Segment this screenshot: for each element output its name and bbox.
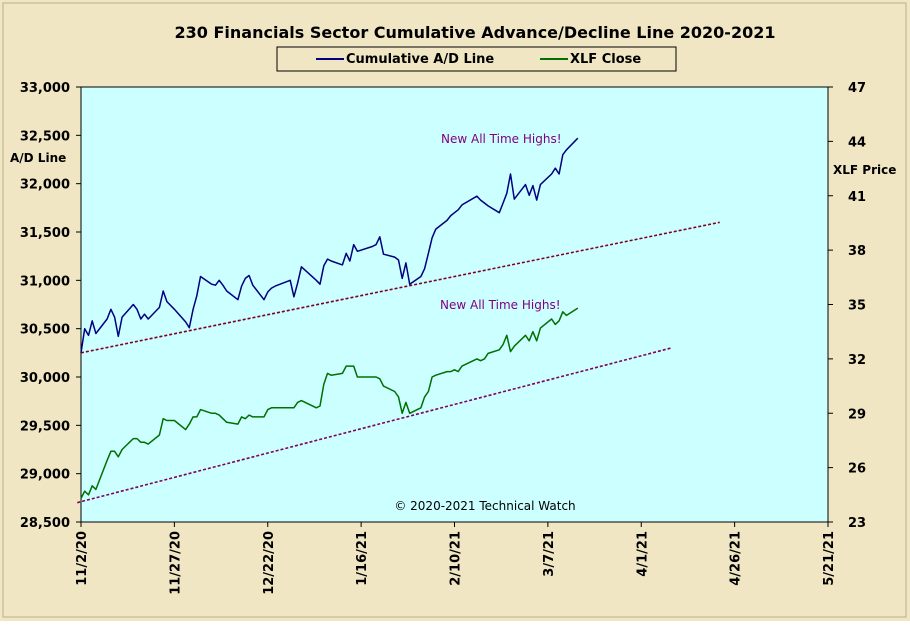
y-right-tick-label: 29 bbox=[848, 407, 866, 422]
watermark: © 2020-2021 Technical Watch bbox=[394, 499, 575, 513]
y-left-tick-label: 29,500 bbox=[20, 419, 70, 434]
annotation-ad-high: New All Time Highs! bbox=[441, 132, 562, 146]
y-left-tick-label: 29,000 bbox=[20, 468, 70, 483]
x-tick-label: 1/16/21 bbox=[355, 531, 370, 586]
y-left-tick-label: 28,500 bbox=[20, 516, 70, 531]
chart-frame bbox=[2, 2, 907, 618]
series-lines bbox=[80, 137, 579, 499]
x-tick-label: 2/10/21 bbox=[449, 531, 464, 586]
y-axis-right: 23 26 29 32 35 38 41 44 47 bbox=[828, 81, 866, 531]
y-left-tick-label: 31,500 bbox=[20, 226, 70, 241]
y-right-tick-label: 41 bbox=[848, 190, 866, 205]
trendlines bbox=[77, 221, 720, 504]
y-left-tick-label: 33,000 bbox=[20, 81, 70, 96]
series-line-xlf bbox=[80, 307, 579, 499]
x-tick-label: 12/22/20 bbox=[262, 531, 277, 595]
legend: Cumulative A/D Line XLF Close bbox=[276, 46, 677, 72]
x-tick-label: 11/27/20 bbox=[168, 531, 183, 595]
y-left-tick-label: 30,000 bbox=[20, 371, 70, 386]
plot-area bbox=[80, 86, 829, 523]
y-right-tick-label: 23 bbox=[848, 516, 866, 531]
y-axis-left-label: A/D Line bbox=[10, 151, 66, 165]
y-right-tick-label: 35 bbox=[848, 299, 866, 314]
x-tick-label: 3/7/21 bbox=[542, 531, 557, 577]
x-axis: 11/2/20 11/27/20 12/22/20 1/16/21 2/10/21 3/7… bbox=[75, 522, 837, 595]
y-right-tick-label: 32 bbox=[848, 353, 866, 368]
trendline bbox=[77, 347, 672, 504]
y-left-tick-label: 32,000 bbox=[20, 178, 70, 193]
x-tick-label: 11/2/20 bbox=[75, 531, 90, 586]
series-line-ad bbox=[80, 137, 579, 353]
x-tick-label: 4/1/21 bbox=[635, 531, 650, 577]
chart-title: 230 Financials Sector Cumulative Advance… bbox=[175, 23, 776, 42]
y-axis-left: 28,500 29,000 29,500 30,000 30,500 31,000 31,5… bbox=[20, 81, 81, 531]
legend-label-xlf: XLF Close bbox=[570, 52, 641, 67]
y-right-tick-label: 38 bbox=[848, 244, 866, 259]
annotation-xlf-high: New All Time Highs! bbox=[440, 298, 561, 312]
y-right-tick-label: 44 bbox=[848, 135, 866, 150]
y-right-tick-label: 47 bbox=[848, 81, 866, 96]
y-left-tick-label: 30,500 bbox=[20, 323, 70, 338]
x-tick-label: 5/21/21 bbox=[822, 531, 837, 586]
y-left-tick-label: 31,000 bbox=[20, 274, 70, 289]
y-right-tick-label: 26 bbox=[848, 462, 866, 477]
y-axis-right-label: XLF Price bbox=[833, 163, 896, 177]
y-left-tick-label: 32,500 bbox=[20, 129, 70, 144]
trendline bbox=[80, 221, 720, 354]
x-tick-label: 4/26/21 bbox=[729, 531, 744, 586]
legend-label-ad: Cumulative A/D Line bbox=[346, 52, 494, 67]
